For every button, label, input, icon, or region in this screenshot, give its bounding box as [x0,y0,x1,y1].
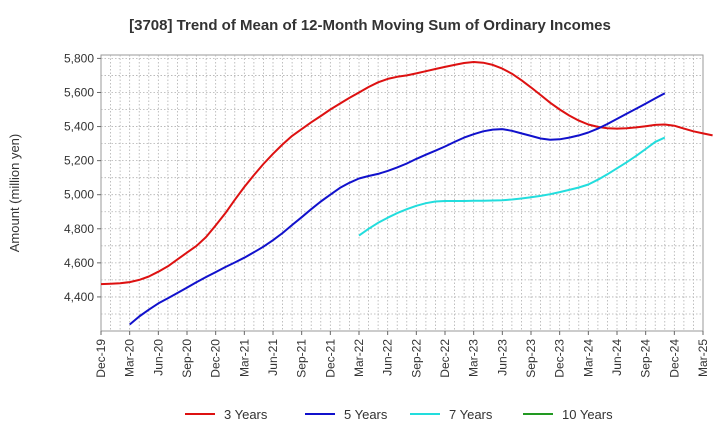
x-tick-label: Jun-21 [266,339,280,376]
y-tick-label: 5,000 [64,188,94,202]
legend-label: 10 Years [562,407,613,422]
x-tick-label: Sep-21 [295,339,309,378]
x-tick-label: Sep-24 [639,339,653,378]
x-tick-label: Dec-22 [438,339,452,378]
x-tick-label: Sep-22 [409,339,423,378]
legend-label: 5 Years [344,407,388,422]
x-tick-label: Dec-24 [667,339,681,378]
y-tick-label: 5,400 [64,120,94,134]
series-lines [100,61,713,326]
x-tick-label: Jun-22 [381,339,395,376]
y-tick-label: 5,200 [64,154,94,168]
y-tick-label: 4,600 [64,256,94,270]
x-tick-label: Dec-20 [209,339,223,378]
x-tick-label: Mar-22 [352,339,366,377]
x-tick-label: Sep-20 [180,339,194,378]
x-tick-label: Mar-25 [696,339,710,377]
plot-area [100,54,704,332]
x-tick-label: Sep-23 [524,339,538,378]
x-tick-label: Jun-23 [495,339,509,376]
y-tick-label: 4,400 [64,290,94,304]
x-tick-label: Mar-23 [467,339,481,377]
x-tick-label: Dec-19 [94,339,108,378]
y-axis-ticks: 4,400 4,600 4,800 5,000 5,200 5,400 5,600 5,800 [64,51,101,304]
x-tick-label: Mar-20 [123,339,137,377]
x-tick-label: Jun-20 [151,339,165,376]
legend-label: 3 Years [224,407,268,422]
chart-title: [3708] Trend of Mean of 12-Month Moving … [129,17,611,34]
y-axis-label: Amount (million yen) [7,134,22,253]
legend-label: 7 Years [449,407,493,422]
y-tick-label: 5,600 [64,85,94,99]
y-tick-label: 4,800 [64,222,94,236]
legend: 3 Years 5 Years 7 Years 10 Years [185,407,613,422]
grid-lines [101,55,703,331]
series-line-7-years [358,136,666,237]
x-tick-label: Jun-24 [610,339,624,376]
x-tick-label: Dec-21 [323,339,337,378]
series-line-3-years [100,61,713,286]
x-axis-ticks: Dec-19 Mar-20 Jun-20 Sep-20 Dec-20 Mar-21 Jun-… [94,331,710,378]
x-tick-label: Mar-21 [237,339,251,377]
x-tick-label: Mar-24 [581,339,595,377]
series-line-5-years [129,92,666,326]
y-tick-label: 5,800 [64,51,94,65]
x-tick-label: Dec-23 [553,339,567,378]
